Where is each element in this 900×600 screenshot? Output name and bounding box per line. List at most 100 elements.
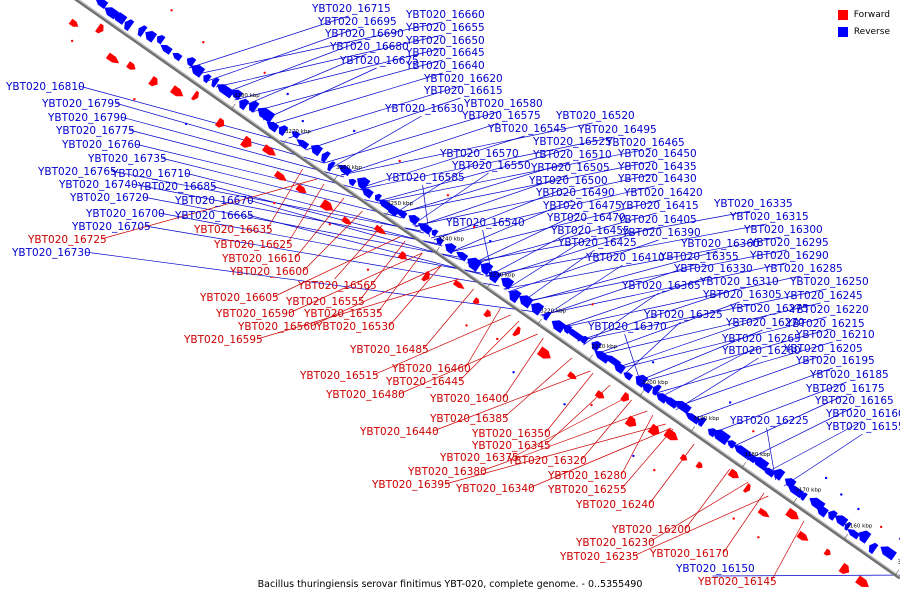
reverse-gene-arrow	[278, 125, 289, 137]
reverse-label-leader	[161, 157, 403, 219]
gene-marker	[366, 268, 370, 271]
reverse-gene-arrow	[787, 485, 805, 499]
gene-marker	[752, 430, 755, 433]
gene-marker	[728, 401, 732, 404]
reverse-gene-arrow	[191, 64, 206, 78]
legend-forward-label: Forward	[853, 10, 890, 20]
forward-label-leader	[273, 236, 400, 298]
reverse-gene-label: YBT020_16685	[137, 181, 217, 193]
reverse-gene-label: YBT020_16290	[749, 250, 829, 262]
reverse-gene-label: YBT020_16715	[311, 3, 391, 15]
forward-gene-label: YBT020_16725	[27, 234, 107, 246]
reverse-label-leader	[746, 407, 852, 461]
forward-gene-arrow	[727, 468, 739, 479]
forward-gene-label: YBT020_16600	[229, 266, 309, 278]
reverse-label-leader	[783, 433, 863, 487]
reverse-label-leader	[248, 199, 463, 261]
reverse-label-leader	[521, 249, 595, 303]
forward-gene-arrow	[647, 423, 660, 436]
reverse-gene-arrow	[436, 238, 445, 246]
forward-label-leader	[311, 265, 441, 327]
reverse-label-leader	[504, 237, 588, 291]
reverse-gene-label: YBT020_16500	[528, 175, 608, 187]
reverse-gene-label: YBT020_16165	[814, 395, 894, 407]
reverse-label-leader	[486, 224, 584, 278]
gene-marker	[632, 454, 635, 458]
reverse-label-leader	[211, 185, 443, 247]
gene-marker	[473, 225, 476, 229]
reverse-gene-label: YBT020_16310	[699, 276, 779, 288]
forward-label-leader	[649, 481, 749, 543]
reverse-gene-arrow	[203, 74, 212, 84]
forward-gene-label: YBT020_16340	[455, 483, 535, 495]
reverse-label-leader	[378, 148, 570, 202]
forward-label-leader	[502, 357, 573, 419]
reverse-gene-arrow	[501, 277, 515, 290]
reverse-label-leader	[485, 223, 767, 277]
forward-gene-arrow	[483, 309, 491, 318]
reverse-gene-arrow	[96, 0, 109, 9]
forward-label-leader	[376, 252, 423, 314]
reverse-gene-arrow	[880, 546, 897, 561]
reverse-gene-label: YBT020_16300	[743, 224, 823, 236]
forward-gene-arrow	[620, 392, 629, 402]
reverse-label-leader	[324, 110, 501, 164]
reverse-label-leader	[503, 236, 781, 290]
reverse-gene-label: YBT020_16690	[324, 28, 404, 40]
axis-tick	[231, 103, 236, 109]
reverse-label-leader	[466, 210, 751, 264]
reverse-gene-label: YBT020_16475	[542, 200, 622, 212]
forward-gene-label: YBT020_16320	[507, 455, 587, 467]
forward-label-leader	[257, 278, 460, 340]
forward-gene-label: YBT020_16255	[547, 484, 627, 496]
forward-gene-arrow	[148, 76, 158, 87]
reverse-label-leader	[143, 196, 459, 258]
forward-label-leader	[294, 197, 345, 259]
gene-marker	[301, 119, 304, 123]
reverse-gene-arrow	[160, 44, 173, 55]
reverse-gene-label: YBT020_16580	[463, 98, 543, 110]
reverse-gene-arrow	[211, 77, 220, 88]
reverse-gene-arrow	[186, 57, 197, 67]
reverse-gene-label: YBT020_16270	[725, 317, 805, 329]
reverse-label-leader	[675, 357, 759, 411]
reverse-label-leader	[624, 321, 681, 375]
axis-tick	[282, 139, 287, 145]
forward-gene-label: YBT020_16560	[237, 321, 317, 333]
reverse-label-leader	[395, 160, 477, 214]
forward-label-leader	[266, 168, 304, 230]
forward-gene-arrow	[757, 507, 770, 518]
reverse-gene-label: YBT020_16160	[825, 408, 900, 420]
reverse-gene-label: YBT020_16220	[789, 304, 869, 316]
reverse-gene-label: YBT020_16670	[174, 195, 254, 207]
forward-gene-arrow	[695, 461, 703, 469]
reverse-gene-arrow	[488, 270, 502, 284]
reverse-gene-label: YBT020_16490	[535, 187, 615, 199]
forward-label-leader	[770, 520, 805, 582]
reverse-gene-arrow	[418, 223, 433, 235]
reverse-label-leader	[637, 330, 823, 384]
reverse-gene-label: YBT020_16175	[805, 383, 885, 395]
reverse-gene-arrow	[445, 243, 457, 255]
forward-gene-label: YBT020_16555	[285, 296, 365, 308]
reverse-label-leader	[215, 34, 443, 88]
gene-marker	[512, 371, 515, 374]
reverse-label-leader	[341, 122, 593, 176]
reverse-label-leader	[251, 59, 443, 113]
forward-gene-arrow	[191, 90, 199, 101]
reverse-label-leader	[242, 53, 367, 107]
gene-marker	[273, 201, 276, 205]
forward-gene-label: YBT020_16625	[213, 239, 293, 251]
axis-tick	[895, 569, 900, 575]
forward-gene-arrow	[68, 18, 79, 27]
forward-gene-arrow	[240, 135, 252, 148]
reverse-gene-label: YBT020_16720	[69, 192, 149, 204]
axis-tick	[639, 390, 644, 396]
forward-gene-arrow	[679, 453, 688, 461]
axis-tick	[537, 318, 542, 324]
reverse-gene-arrow	[642, 383, 654, 394]
forward-gene-arrow	[742, 483, 751, 493]
reverse-gene-arrow	[868, 542, 879, 555]
forward-gene-arrow	[785, 507, 799, 520]
